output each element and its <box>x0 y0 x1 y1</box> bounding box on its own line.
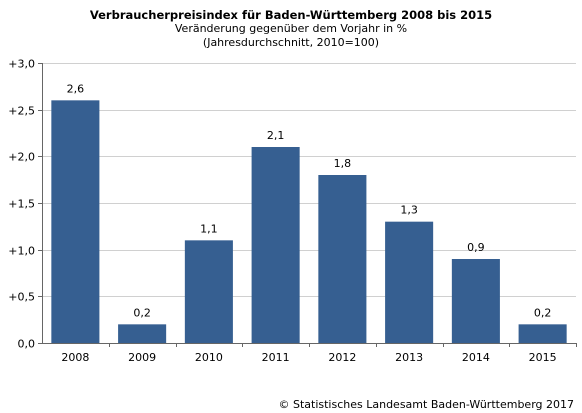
y-tick-label: 0,0 <box>18 338 36 351</box>
chart-subtitle-line-1: Veränderung gegenüber dem Vorjahr in % <box>174 22 408 35</box>
data-label: 1,3 <box>400 204 418 217</box>
bar <box>318 175 367 343</box>
bar <box>518 324 567 343</box>
bar <box>385 221 434 343</box>
bar <box>51 100 100 343</box>
data-label: 0,2 <box>534 306 552 319</box>
x-tick-label: 2015 <box>529 351 557 364</box>
chart-title: Verbraucherpreisindex für Baden-Württemb… <box>89 8 493 22</box>
x-tick-label: 2010 <box>195 351 223 364</box>
bar <box>251 147 300 343</box>
bar <box>184 240 233 343</box>
data-label: 0,9 <box>467 241 485 254</box>
data-label: 1,1 <box>200 222 218 235</box>
x-tick-label: 2008 <box>61 351 89 364</box>
data-label: 1,8 <box>334 157 352 170</box>
chart-subtitle-line-2: (Jahresdurchschnitt, 2010=100) <box>202 36 380 49</box>
x-tick-label: 2009 <box>128 351 156 364</box>
y-tick-label: +1,0 <box>8 245 35 258</box>
data-label: 2,1 <box>267 129 285 142</box>
copyright-note: © Statistisches Landesamt Baden-Württemb… <box>278 398 574 411</box>
x-tick-label: 2011 <box>262 351 290 364</box>
data-label: 2,6 <box>67 82 85 95</box>
bar <box>118 324 167 343</box>
y-tick-label: +0,5 <box>8 291 35 304</box>
x-tick-label: 2013 <box>395 351 423 364</box>
y-tick-label: +1,5 <box>8 198 35 211</box>
chart-subtitle: Veränderung gegenüber dem Vorjahr in % (… <box>0 22 582 50</box>
y-tick-label: +2,0 <box>8 151 35 164</box>
x-tick-label: 2014 <box>462 351 490 364</box>
x-tick-label: 2012 <box>328 351 356 364</box>
data-label: 0,2 <box>133 306 151 319</box>
y-tick-label: +2,5 <box>8 105 35 118</box>
bar <box>451 259 500 343</box>
y-tick-label: +3,0 <box>8 58 35 71</box>
